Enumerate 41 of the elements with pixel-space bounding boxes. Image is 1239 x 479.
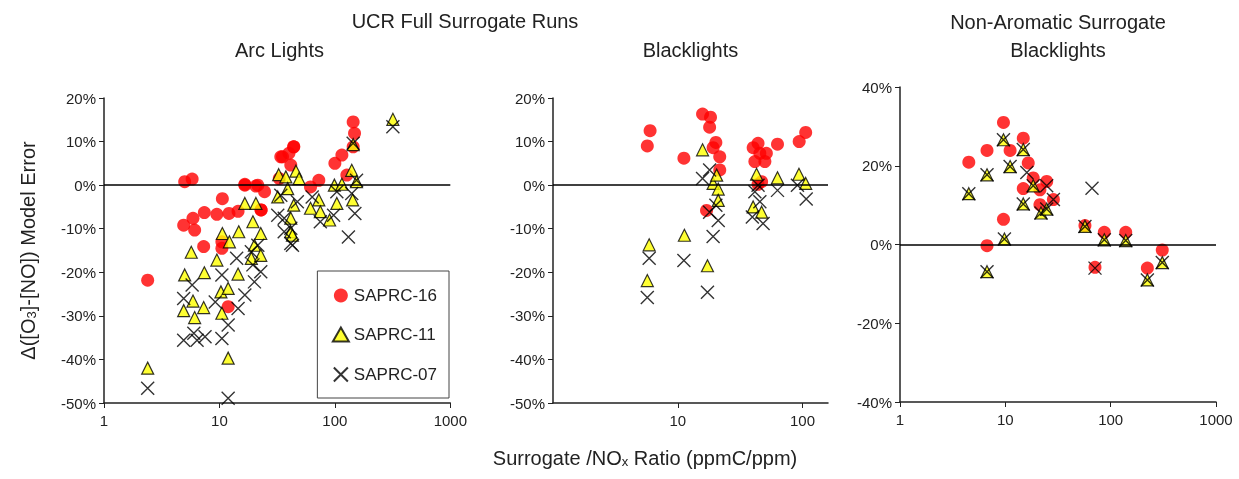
legend-label: SAPRC-16 [353,286,437,305]
x-tick-label: 1000 [433,412,467,429]
chart-title: Blacklights [642,39,739,61]
text: UCR Full Surrogate Runs [350,10,580,33]
y-tick-label: 10% [514,133,545,151]
x-tick-label: 100 [1098,411,1124,428]
x-tick-label: 10 [996,411,1014,428]
legend-label: SAPRC-11 [353,325,436,344]
x-tick-label: 1 [99,412,109,429]
y-tick-label: 40% [861,78,892,96]
y-tick-label: -20% [856,314,892,332]
y-tick-label: -20% [509,263,545,281]
y-tick-label: -10% [60,220,96,238]
y-tick-label: -20% [60,263,96,281]
legend-label: SAPRC-07 [353,365,437,384]
y-tick-label: -40% [60,350,96,368]
y-tick-label: 20% [65,89,96,107]
x-tick-label: 10 [669,412,687,429]
x-axis-title: Surrogate /NOx Ratio (ppmC/ppm) [492,446,798,469]
y-tick-label: 0% [523,176,545,194]
x-tick-label: 100 [790,412,816,429]
x-tick-label: 10 [211,412,228,429]
y-tick-label: -40% [856,393,892,411]
chart-subtitle: Blacklights [1010,39,1106,61]
y-tick-label: -50% [509,394,545,412]
y-axis-title: Δ([O3]-[NO]) Model Error [16,140,39,360]
y-tick-label: -30% [509,307,545,325]
y-tick-label: -10% [509,220,545,238]
y-tick-label: 20% [514,89,545,107]
y-tick-label: -40% [509,350,545,368]
chart-title: Non-Aromatic Surrogate [950,11,1166,33]
y-tick-label: 0% [870,236,892,253]
y-tick-label: 0% [74,176,96,194]
y-tick-label: -50% [60,394,96,412]
y-tick-label: -30% [60,307,96,325]
x-tick-label: 1000 [1199,411,1233,428]
chart-title: Arc Lights [235,39,324,61]
y-tick-label: 20% [861,157,892,175]
x-tick-label: 1 [895,411,905,428]
x-tick-label: 100 [322,412,348,429]
y-tick-label: 10% [65,133,96,151]
